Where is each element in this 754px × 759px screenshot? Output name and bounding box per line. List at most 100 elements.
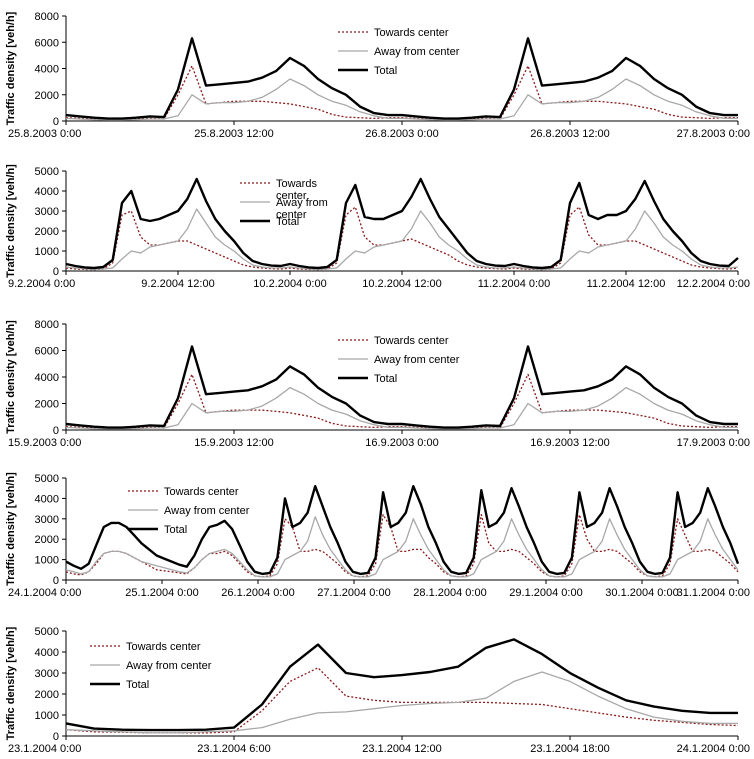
series-line-2: [65, 386, 738, 430]
y-tick-label: 0: [53, 575, 59, 587]
x-tick-label: 11.2.2004 0:00: [478, 278, 551, 290]
y-tick-label: 6000: [35, 37, 59, 49]
y-tick-label: 0: [53, 425, 59, 437]
x-tick-label: 9.2.2004 12:00: [141, 278, 214, 290]
y-tick-label: 3000: [35, 206, 59, 218]
y-tick-label: 4000: [35, 647, 59, 659]
y-tick-label: 1000: [35, 246, 59, 258]
x-tick-label: 12.2.2004 0:00: [677, 278, 750, 290]
y-tick-label: 2000: [35, 689, 59, 701]
y-tick-label: 8000: [35, 319, 59, 331]
legend: Towards center Away from center Total: [338, 335, 460, 385]
x-tick-label: 30.1.2004 0:00: [605, 587, 678, 599]
series-line-1: [65, 667, 739, 734]
chart-panel-1: 0 2000 4000 6000 8000 25.8.2003 0:00 25.8.2003…: [5, 11, 750, 140]
y-tick-label: 3000: [35, 514, 59, 526]
series-line-1: [65, 514, 739, 578]
legend-label: Away from center: [126, 660, 212, 672]
x-tick-label: 15.9.2003 0:00: [8, 437, 81, 449]
y-axis-label: Traffic density [veh/h]: [5, 472, 17, 586]
y-tick-label: 8000: [35, 11, 59, 23]
y-tick-label: 4000: [35, 493, 59, 505]
y-tick-label: 6000: [35, 346, 59, 358]
series-line-3: [65, 37, 738, 120]
x-tick-label: 27.8.2003 0:00: [677, 128, 750, 140]
y-tick-label: 5000: [35, 473, 59, 485]
x-tick-label: 16.9.2003 12:00: [530, 437, 610, 449]
y-tick-label: 4000: [35, 64, 59, 76]
series-line-2: [65, 78, 738, 121]
y-tick-label: 4000: [35, 372, 59, 384]
y-tick-label: 2000: [35, 226, 59, 238]
x-tick-label: 16.9.2003 0:00: [365, 437, 438, 449]
y-tick-label: 0: [53, 116, 59, 128]
legend: Towards center Away from center Total: [338, 27, 460, 77]
series-line-2: [65, 516, 739, 578]
series-line-2: [65, 208, 739, 271]
x-tick-label: 23.1.2004 18:00: [530, 743, 610, 755]
series-line-2: [65, 671, 738, 734]
chart-panel-4: 0 1000 2000 3000 4000 5000 24.1.2004 0:00 25.1.…: [5, 472, 750, 599]
legend-label: Total: [164, 524, 187, 536]
legend-label: Towards center: [276, 178, 317, 202]
series-line-1: [65, 373, 738, 430]
y-tick-label: 0: [53, 266, 59, 278]
x-tick-label: 26.1.2004 0:00: [221, 587, 294, 599]
series-line-3: [65, 177, 739, 270]
series-line-3: [65, 345, 738, 429]
legend-label: Total: [126, 679, 149, 691]
chart-panel-3: 0 2000 4000 6000 8000 15.9.2003 0:00 15.9.2003…: [5, 319, 750, 449]
y-axis-label: Traffic density [veh/h]: [5, 164, 17, 278]
legend-label: Towards center: [374, 335, 449, 347]
legend: Towards center Away from center Total: [128, 486, 250, 536]
x-tick-label: 25.1.2004 0:00: [125, 587, 198, 599]
legend-label: Away from center: [276, 197, 328, 221]
y-tick-label: 5000: [35, 166, 59, 178]
legend: Towards center Away from center Total: [90, 641, 212, 691]
x-tick-label: 15.9.2003 12:00: [194, 437, 274, 449]
series-line-1: [65, 65, 738, 121]
legend-label: Away from center: [374, 354, 460, 366]
x-tick-label: 25.8.2003 12:00: [194, 128, 274, 140]
x-tick-label: 29.1.2004 0:00: [509, 587, 582, 599]
x-tick-label: 24.1.2004 0:00: [8, 587, 81, 599]
x-tick-label: 26.8.2003 0:00: [365, 128, 438, 140]
y-tick-label: 0: [53, 731, 59, 743]
x-tick-label: 23.1.2004 12:00: [362, 743, 442, 755]
x-tick-label: 28.1.2004 0:00: [413, 587, 486, 599]
legend-label: Total: [374, 373, 397, 385]
y-tick-label: 2000: [35, 534, 59, 546]
x-tick-label: 27.1.2004 0:00: [317, 587, 390, 599]
x-tick-label: 11.2.2004 12:00: [587, 278, 666, 290]
x-tick-label: 17.9.2003 0:00: [677, 437, 750, 449]
x-tick-label: 24.1.2004 0:00: [677, 743, 750, 755]
series-line-3: [65, 485, 740, 576]
x-tick-label: 31.1.2004 0:00: [677, 587, 750, 599]
y-tick-label: 2000: [35, 399, 59, 411]
y-tick-label: 2000: [35, 90, 59, 102]
legend-label: Away from center: [164, 505, 250, 517]
y-axis-label: Traffic density [veh/h]: [5, 320, 17, 434]
chart-panel-5: 0 1000 2000 3000 4000 5000 23.1.2004 0:00 23.1.…: [5, 626, 750, 755]
legend-label: Total: [374, 65, 397, 77]
y-axis-label: Traffic density [veh/h]: [5, 11, 17, 125]
x-tick-label: 9.2.2004 0:00: [8, 278, 75, 290]
y-axis-label: Traffic density [veh/h]: [5, 626, 17, 740]
y-tick-label: 4000: [35, 186, 59, 198]
y-tick-label: 1000: [35, 710, 59, 722]
y-tick-label: 5000: [35, 626, 59, 638]
x-tick-label: 23.1.2004 6:00: [197, 743, 270, 755]
x-tick-label: 23.1.2004 0:00: [8, 743, 81, 755]
x-tick-label: 25.8.2003 0:00: [8, 128, 81, 140]
y-tick-label: 3000: [35, 668, 59, 680]
legend-label: Towards center: [164, 486, 239, 498]
legend-label: Total: [276, 216, 299, 228]
chart-panel-2: 0 1000 2000 3000 4000 5000 9.2.2004 0:00 9.2.20…: [5, 164, 750, 290]
legend-label: Away from center: [374, 46, 460, 58]
x-tick-label: 26.8.2003 12:00: [530, 128, 610, 140]
x-tick-label: 10.2.2004 0:00: [253, 278, 326, 290]
legend-label: Towards center: [126, 641, 201, 653]
series-line-3: [65, 638, 738, 732]
